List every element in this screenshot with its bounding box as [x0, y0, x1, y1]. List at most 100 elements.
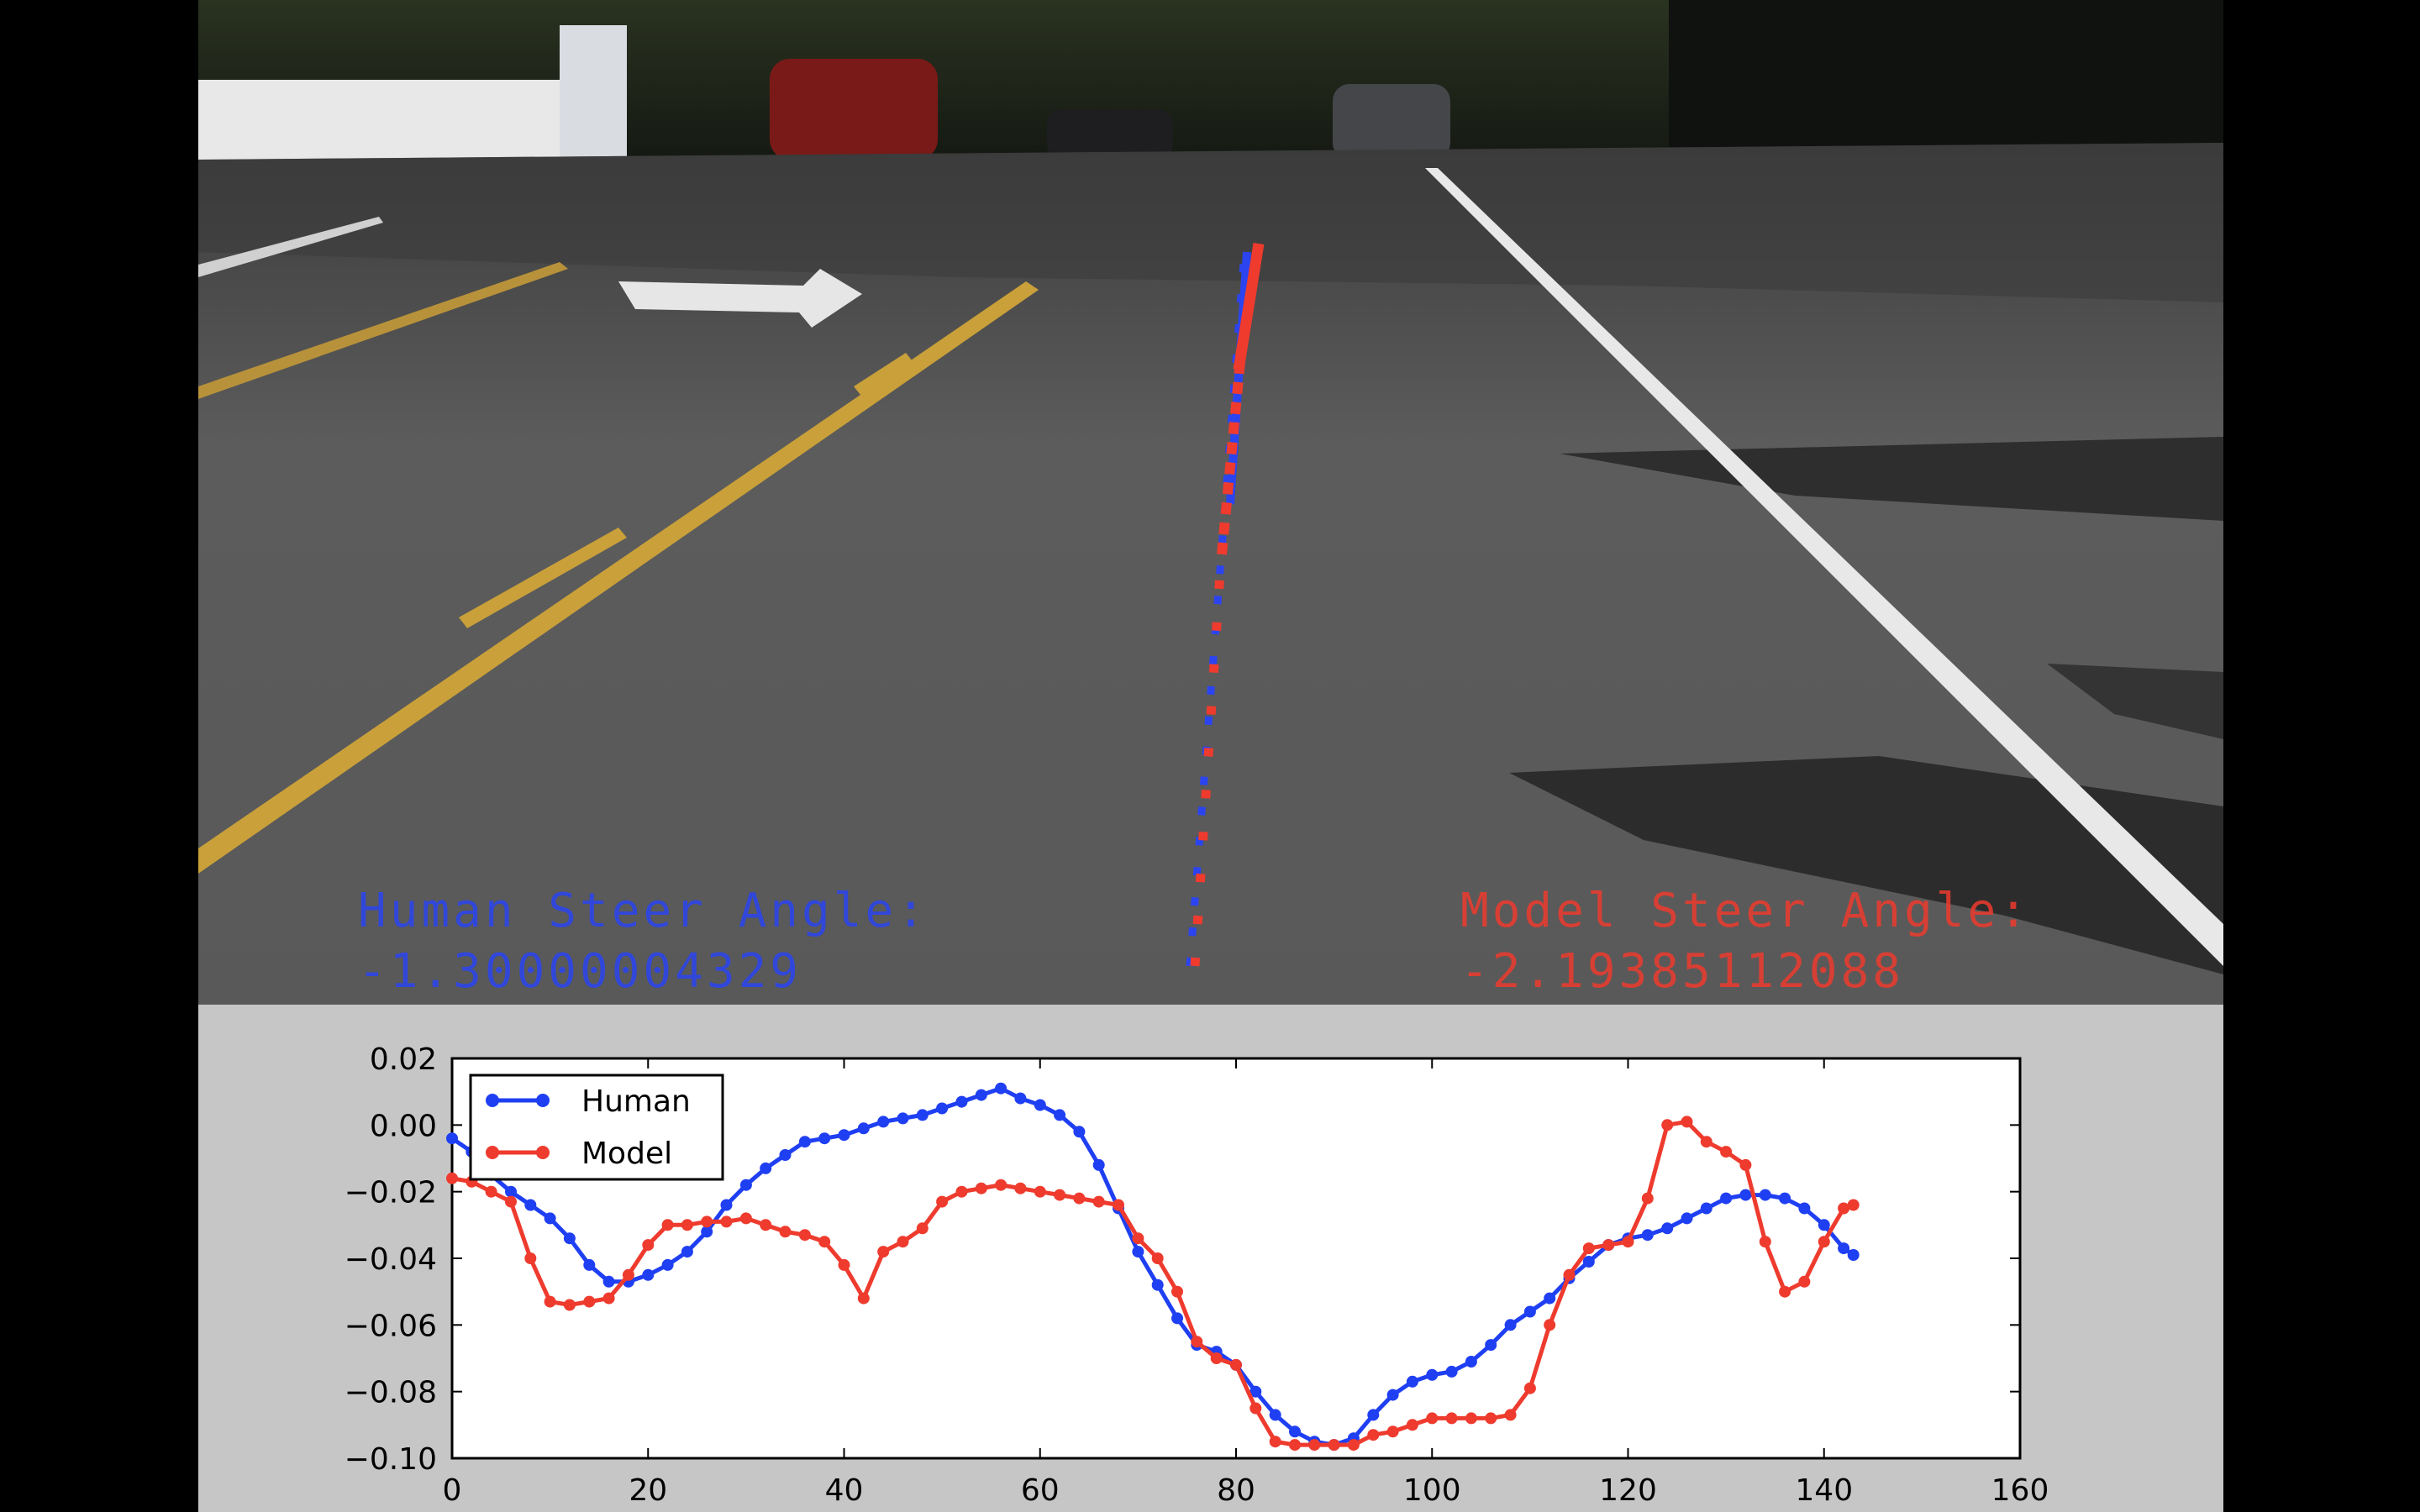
steer-angle-chart: 0 20 40 60 80 100 120 140 160 0.02 0.00 −0.02 −0.04…: [345, 1042, 2049, 1508]
data-point-model: [701, 1215, 713, 1228]
data-point-human: [661, 1258, 674, 1271]
legend-human-marker-2: [536, 1094, 550, 1107]
data-point-model: [818, 1236, 831, 1248]
data-point-model: [1269, 1436, 1281, 1448]
dark-car: [1333, 84, 1450, 160]
data-point-model: [1249, 1402, 1262, 1415]
data-point-model: [1582, 1242, 1595, 1255]
y-tick-label: 0.02: [370, 1042, 437, 1077]
data-point-human: [857, 1122, 870, 1135]
data-point-model: [1406, 1419, 1418, 1431]
data-point-model: [583, 1295, 596, 1308]
data-point-model: [838, 1258, 850, 1271]
y-tick-label: −0.04: [345, 1242, 437, 1277]
dashcam-road-view: [198, 0, 2223, 1005]
tree-shadow-2: [1509, 756, 2223, 974]
yellow-lane-dash-2: [854, 353, 913, 395]
yellow-lane-left: [198, 262, 568, 399]
x-tick-label: 60: [1021, 1473, 1060, 1508]
data-point-human: [1014, 1092, 1027, 1105]
data-point-human: [1838, 1242, 1850, 1255]
data-point-model: [739, 1212, 752, 1225]
data-point-human: [1092, 1158, 1105, 1171]
steer-trajectory-model: [1190, 242, 1265, 967]
data-point-human: [818, 1132, 831, 1145]
data-point-model: [975, 1182, 987, 1194]
data-point-model: [1563, 1268, 1576, 1281]
data-point-human: [524, 1199, 537, 1211]
legend-human-label: Human: [581, 1084, 691, 1119]
data-point-human: [1485, 1339, 1497, 1352]
data-point-human: [720, 1199, 733, 1211]
data-point-human: [505, 1185, 517, 1198]
red-car: [770, 59, 938, 160]
data-point-model: [602, 1292, 615, 1305]
data-point-human: [1544, 1292, 1556, 1305]
data-point-human: [1720, 1192, 1733, 1205]
data-point-human: [779, 1149, 792, 1161]
data-point-human: [681, 1246, 693, 1258]
data-point-model: [1798, 1275, 1811, 1288]
data-point-human: [602, 1275, 615, 1288]
data-point-model: [1014, 1182, 1027, 1194]
x-tick-label: 0: [443, 1473, 462, 1508]
data-point-human: [798, 1136, 811, 1148]
data-point-model: [524, 1252, 537, 1264]
data-point-human: [995, 1082, 1007, 1095]
data-point-human: [642, 1268, 655, 1281]
data-point-model: [1230, 1358, 1242, 1371]
y-tick-label: −0.08: [345, 1376, 437, 1410]
data-point-model: [877, 1246, 890, 1258]
data-point-model: [1367, 1429, 1380, 1441]
white-edge-line: [1425, 168, 2223, 966]
human-steer-angle-label: Human Steer Angle:: [358, 884, 929, 938]
data-point-human: [1073, 1126, 1086, 1138]
data-point-human: [563, 1232, 576, 1245]
data-point-human: [1367, 1409, 1380, 1421]
data-point-model: [1544, 1319, 1556, 1331]
data-point-human: [1798, 1202, 1811, 1215]
data-point-human: [1700, 1202, 1712, 1215]
x-tick-label: 140: [1795, 1473, 1853, 1508]
data-point-human: [760, 1162, 772, 1174]
data-point-model: [1681, 1116, 1693, 1128]
data-point-model: [1504, 1409, 1517, 1421]
data-point-model: [1210, 1352, 1223, 1364]
y-tick-label: −0.02: [345, 1176, 437, 1210]
data-point-model: [955, 1185, 968, 1198]
turn-arrow-marking: [618, 269, 862, 328]
data-point-model: [1132, 1232, 1144, 1245]
data-point-model: [798, 1229, 811, 1242]
data-point-model: [1347, 1439, 1360, 1452]
data-point-model: [622, 1268, 634, 1281]
data-point-model: [1759, 1236, 1771, 1248]
data-point-model: [1661, 1119, 1674, 1131]
road-shadow-top: [198, 143, 2223, 302]
dark-car-2: [1047, 109, 1173, 160]
data-point-model: [1622, 1236, 1634, 1248]
data-point-human: [701, 1226, 713, 1238]
legend-model-marker-2: [536, 1146, 550, 1159]
data-point-model: [1171, 1285, 1183, 1298]
data-point-model: [642, 1239, 655, 1252]
data-point-model: [544, 1295, 556, 1308]
data-point-model: [1034, 1185, 1046, 1198]
data-point-model: [1720, 1146, 1733, 1158]
y-tick-label: −0.10: [345, 1442, 437, 1477]
data-point-human: [1661, 1222, 1674, 1235]
data-point-model: [1838, 1202, 1850, 1215]
data-point-model: [563, 1299, 576, 1311]
legend-model-label: Model: [581, 1137, 672, 1171]
data-point-human: [1386, 1389, 1399, 1401]
data-point-model: [1465, 1412, 1477, 1425]
steer-trajectory-human: [1186, 251, 1251, 967]
data-point-human: [1445, 1365, 1458, 1378]
data-point-human: [1171, 1312, 1183, 1325]
data-point-model: [760, 1219, 772, 1231]
data-point-model: [1818, 1236, 1830, 1248]
data-point-human: [1289, 1425, 1301, 1438]
data-point-model: [1328, 1439, 1340, 1452]
data-point-human: [1818, 1219, 1830, 1231]
data-point-model: [995, 1179, 1007, 1191]
y-tick-label: 0.00: [370, 1109, 437, 1143]
